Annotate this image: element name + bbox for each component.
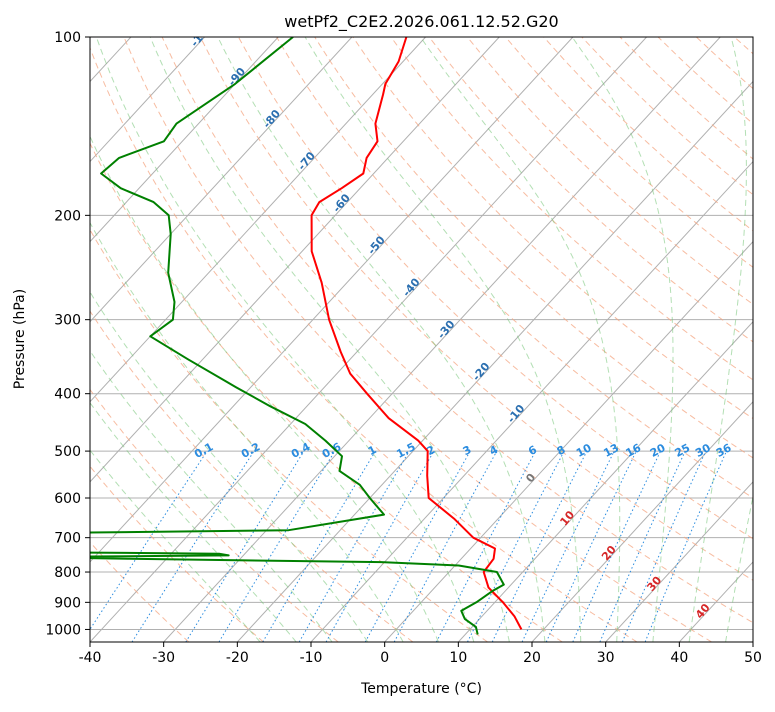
x-axis-label: Temperature (°C) (360, 681, 482, 697)
x-tick-label: 20 (523, 650, 541, 666)
y-tick-label: 200 (54, 208, 81, 224)
y-tick-label: 700 (54, 531, 81, 547)
y-tick-label: 900 (54, 595, 81, 611)
y-tick-label: 400 (54, 387, 81, 403)
x-tick-label: 10 (449, 650, 467, 666)
x-tick-label: -20 (226, 650, 249, 666)
y-tick-label: 500 (54, 444, 81, 460)
y-tick-label: 600 (54, 491, 81, 507)
y-tick-label: 1000 (45, 622, 81, 638)
x-tick-label: 40 (670, 650, 688, 666)
x-tick-label: -30 (152, 650, 175, 666)
x-tick-label: 0 (380, 650, 389, 666)
x-tick-label: 50 (744, 650, 762, 666)
x-tick-label: 30 (597, 650, 615, 666)
y-axis-label: Pressure (hPa) (12, 289, 28, 389)
x-tick-label: -10 (300, 650, 323, 666)
chart-title: wetPf2_C2E2.2026.061.12.52.G20 (284, 12, 558, 32)
y-tick-label: 100 (54, 30, 81, 46)
y-tick-label: 300 (54, 313, 81, 329)
x-tick-label: -40 (79, 650, 102, 666)
y-tick-label: 800 (54, 565, 81, 581)
